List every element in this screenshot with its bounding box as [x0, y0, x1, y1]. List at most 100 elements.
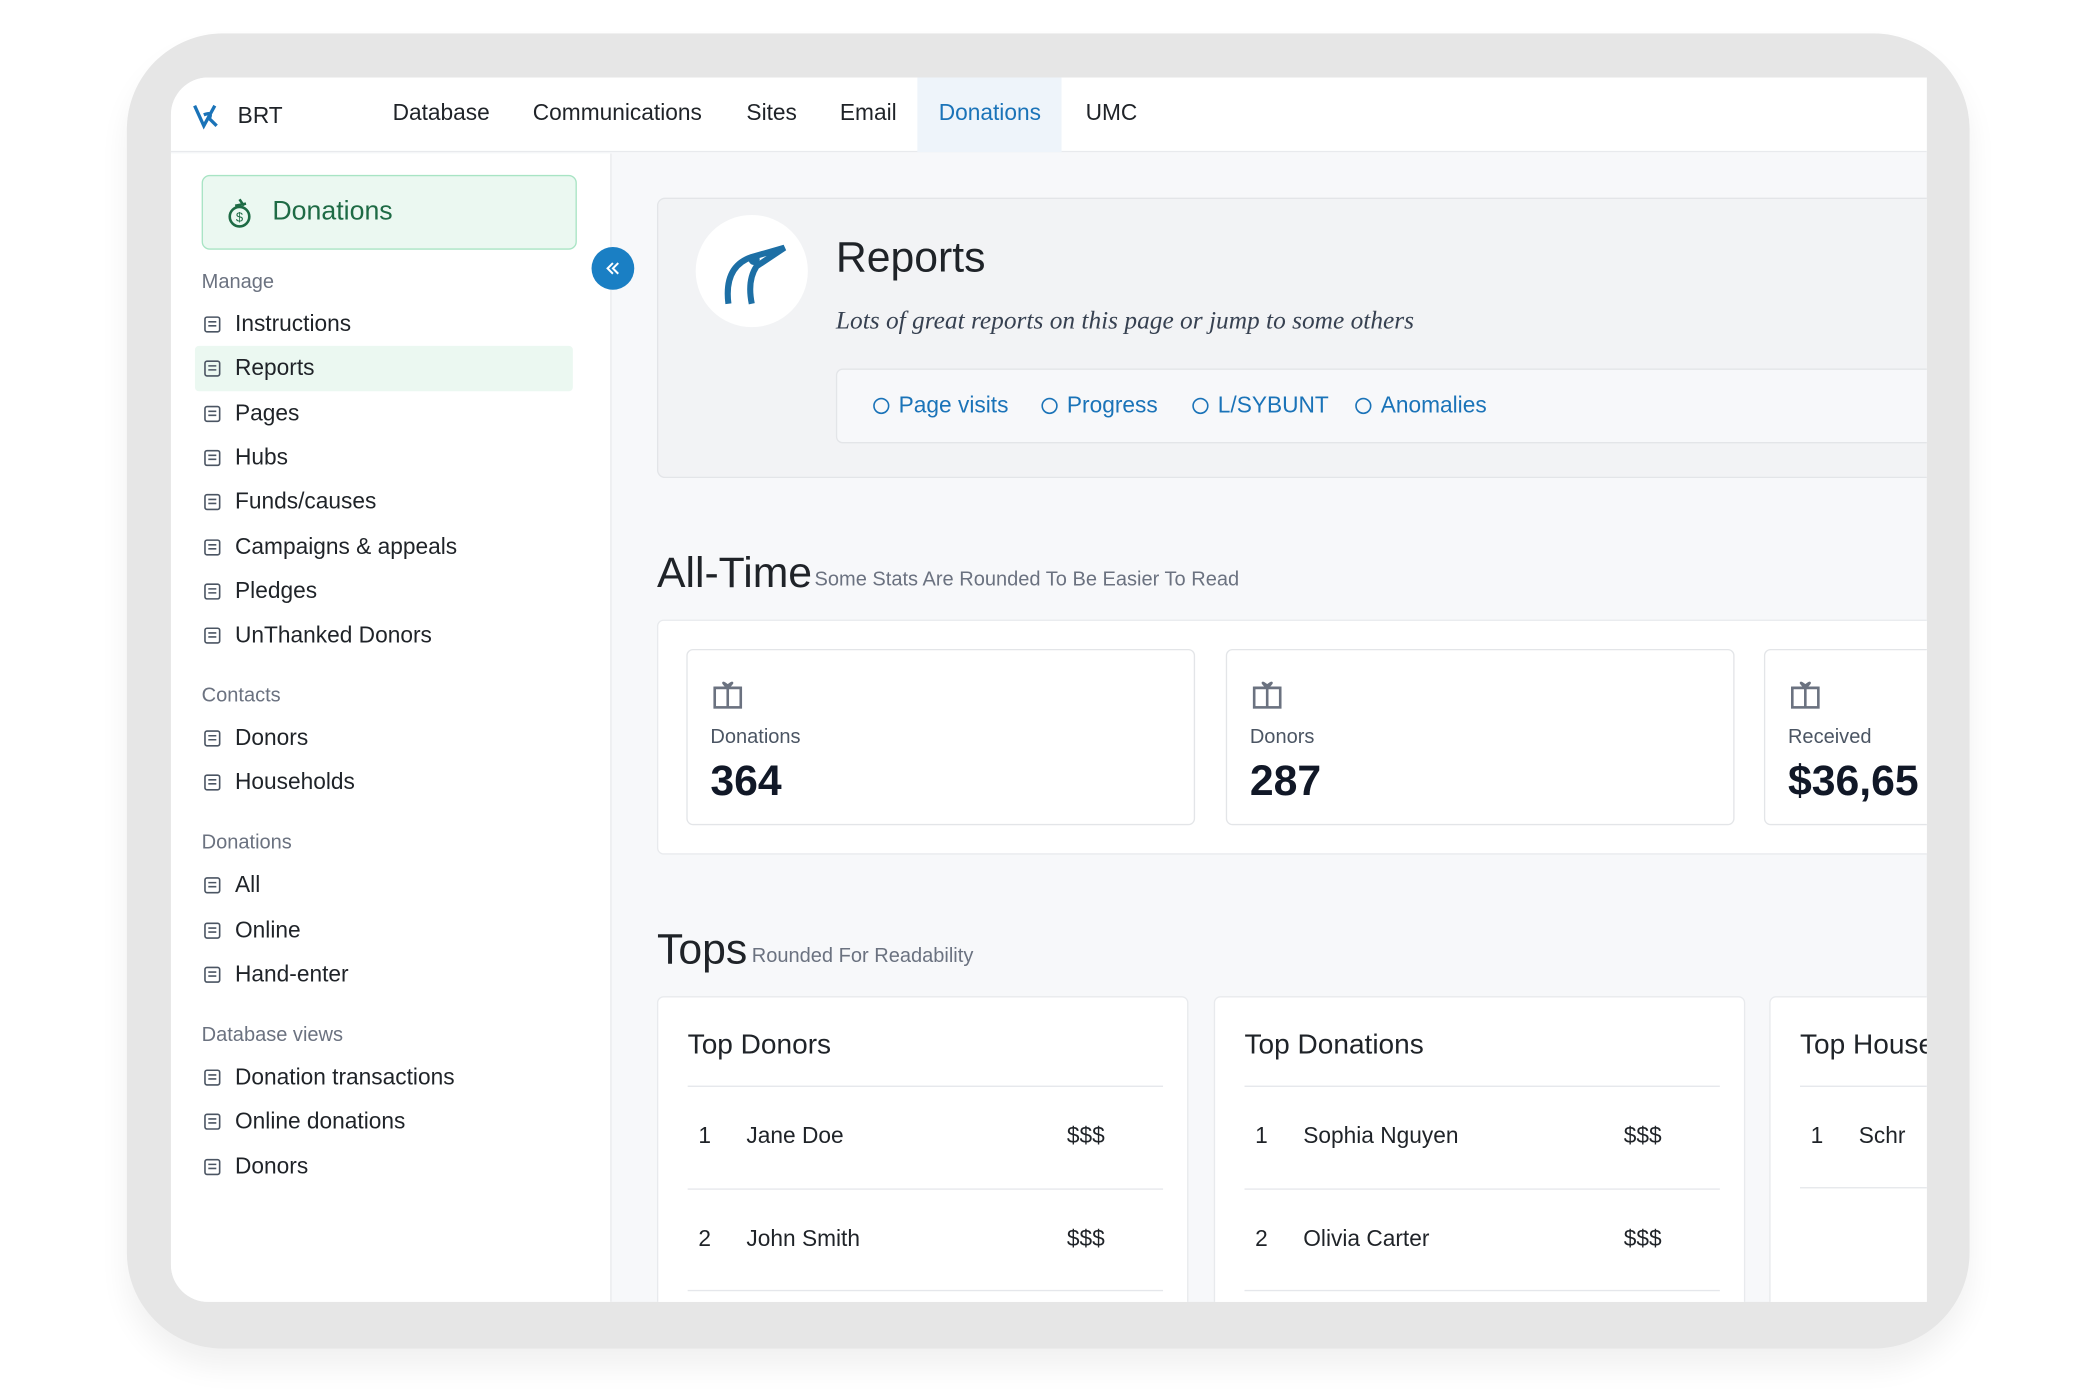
divider — [687, 1085, 1164, 1087]
stat-label: Received — [1787, 725, 1872, 749]
links-bar — [835, 368, 1927, 444]
sidebar-icon — [204, 877, 221, 894]
sidebar-item[interactable]: UnThanked Donors — [235, 622, 432, 648]
sidebar-title: Donations — [272, 196, 393, 227]
link-icon — [1041, 397, 1058, 415]
top-row-cell: $$$ — [1623, 1225, 1662, 1252]
top-row-cell: 2 — [698, 1225, 712, 1252]
sidebar-item[interactable]: Donors — [235, 1153, 309, 1179]
sidebar-icon — [204, 966, 221, 983]
divider — [1244, 1289, 1720, 1292]
top-row-cell: Sophia Nguyen — [1303, 1122, 1459, 1149]
svg-text:$: $ — [236, 210, 244, 225]
sidebar-title-box — [201, 174, 577, 250]
sidebar-icon — [204, 627, 221, 644]
heron — [724, 244, 787, 305]
sidebar-section-label: Donations — [201, 831, 292, 855]
sidebar-item[interactable]: Online donations — [235, 1108, 406, 1135]
donations-icon: $ — [228, 198, 251, 228]
header-link[interactable]: Anomalies — [1380, 392, 1487, 418]
stat-icon — [1791, 681, 1820, 709]
sidebar-item[interactable]: Instructions — [235, 311, 352, 337]
sidebar-item[interactable]: Reports — [235, 355, 315, 381]
sidebar-active-bg — [194, 346, 573, 392]
nav-item[interactable]: Email — [839, 100, 897, 126]
sidebar-icon — [204, 922, 221, 939]
sidebar-item[interactable]: Hand-enter — [235, 961, 349, 987]
collapse-icon — [606, 262, 619, 275]
stat-icon — [713, 681, 743, 709]
nav-item[interactable]: UMC — [1085, 100, 1138, 126]
divider — [1799, 1187, 1927, 1189]
stat-label: Donors — [1249, 725, 1315, 749]
header-subtitle: Lots of great reports on this page or ju… — [835, 307, 1415, 336]
stat-label: Donations — [710, 725, 801, 749]
stat-card: Donors 287 — [1225, 648, 1735, 826]
divider — [687, 1188, 1164, 1190]
stat-value: 364 — [710, 756, 782, 805]
sidebar — [170, 153, 612, 1302]
sidebar-item[interactable]: Campaigns & appeals — [235, 533, 458, 559]
link-icon — [873, 397, 890, 415]
section-note: Some Stats Are Rounded To Be Easier To R… — [814, 568, 1240, 591]
sidebar-item[interactable]: Funds/causes — [235, 488, 377, 515]
brand-logo — [193, 104, 218, 130]
nav-active-bg — [917, 77, 1062, 153]
top-card: Top House 1 Schr — [1769, 996, 1927, 1302]
top-row-cell: $$$ — [1623, 1122, 1662, 1149]
top-row-cell: John Smith — [746, 1225, 860, 1252]
top-card-title: Top Donors — [687, 1029, 832, 1061]
header-link[interactable]: Progress — [1066, 392, 1158, 418]
top-row-cell: Schr — [1858, 1122, 1906, 1149]
sidebar-item[interactable]: Online — [235, 916, 301, 943]
nav-item[interactable]: Communications — [532, 100, 702, 126]
sidebar-section-label: Manage — [201, 270, 275, 294]
sidebar-icon — [204, 1069, 221, 1086]
stat-card: Donations 364 — [686, 648, 1196, 826]
sidebar-item[interactable]: Households — [235, 769, 355, 796]
nav-item[interactable]: Database — [392, 100, 490, 126]
nav-item[interactable]: Sites — [746, 100, 797, 126]
top-card-title: Top House — [1799, 1029, 1927, 1061]
sidebar-icon — [204, 774, 221, 792]
top-row-cell: 1 — [1810, 1122, 1824, 1149]
collapse-button[interactable] — [591, 247, 635, 290]
top-card: Top Donors 1 Jane Doe $$$ 2 John Smith $$$ — [656, 996, 1189, 1302]
sidebar-item[interactable]: Pages — [235, 400, 300, 426]
top-row-cell: Jane Doe — [746, 1122, 844, 1149]
sidebar-icon — [204, 316, 221, 333]
stat-value: $36,65 — [1787, 756, 1919, 805]
header-title: Reports — [835, 233, 986, 282]
sidebar-item[interactable]: Donors — [235, 725, 309, 751]
sidebar-icon — [204, 1113, 221, 1131]
sidebar-section-label: Contacts — [201, 684, 281, 708]
sidebar-icon — [204, 360, 221, 378]
section-title: Tops — [656, 924, 748, 973]
sidebar-item[interactable]: Hubs — [235, 444, 289, 470]
header-link[interactable]: L/SYBUNT — [1217, 392, 1329, 418]
sidebar-icon — [204, 449, 221, 467]
sidebar-item[interactable]: Pledges — [235, 577, 318, 604]
screen: BRT Database Communications Sites Email Donat… — [170, 77, 1927, 1302]
top-row-cell: 2 — [1255, 1225, 1268, 1252]
stat-icon — [1252, 681, 1282, 709]
avatar — [695, 214, 808, 328]
section-title: All-Time — [656, 548, 813, 597]
link-icon — [1192, 397, 1209, 415]
sidebar-icon — [204, 538, 221, 555]
stat-value: 287 — [1249, 756, 1322, 805]
nav-item[interactable]: Donations — [938, 100, 1041, 126]
divider — [1799, 1085, 1927, 1087]
top-card: Top Donations 1 Sophia Nguyen $$$ 2 Olivia Ca… — [1213, 996, 1746, 1302]
top-row-cell: Olivia Carter — [1303, 1225, 1430, 1252]
sidebar-icon — [204, 730, 221, 747]
sidebar-item[interactable]: Donation transactions — [235, 1064, 455, 1090]
top-row-cell: $$$ — [1066, 1122, 1105, 1149]
header-link[interactable]: Page visits — [898, 392, 1009, 418]
divider — [1244, 1188, 1720, 1190]
sidebar-item[interactable]: All — [235, 872, 261, 898]
sidebar-icon — [204, 583, 221, 600]
brand-name: BRT — [237, 102, 283, 129]
